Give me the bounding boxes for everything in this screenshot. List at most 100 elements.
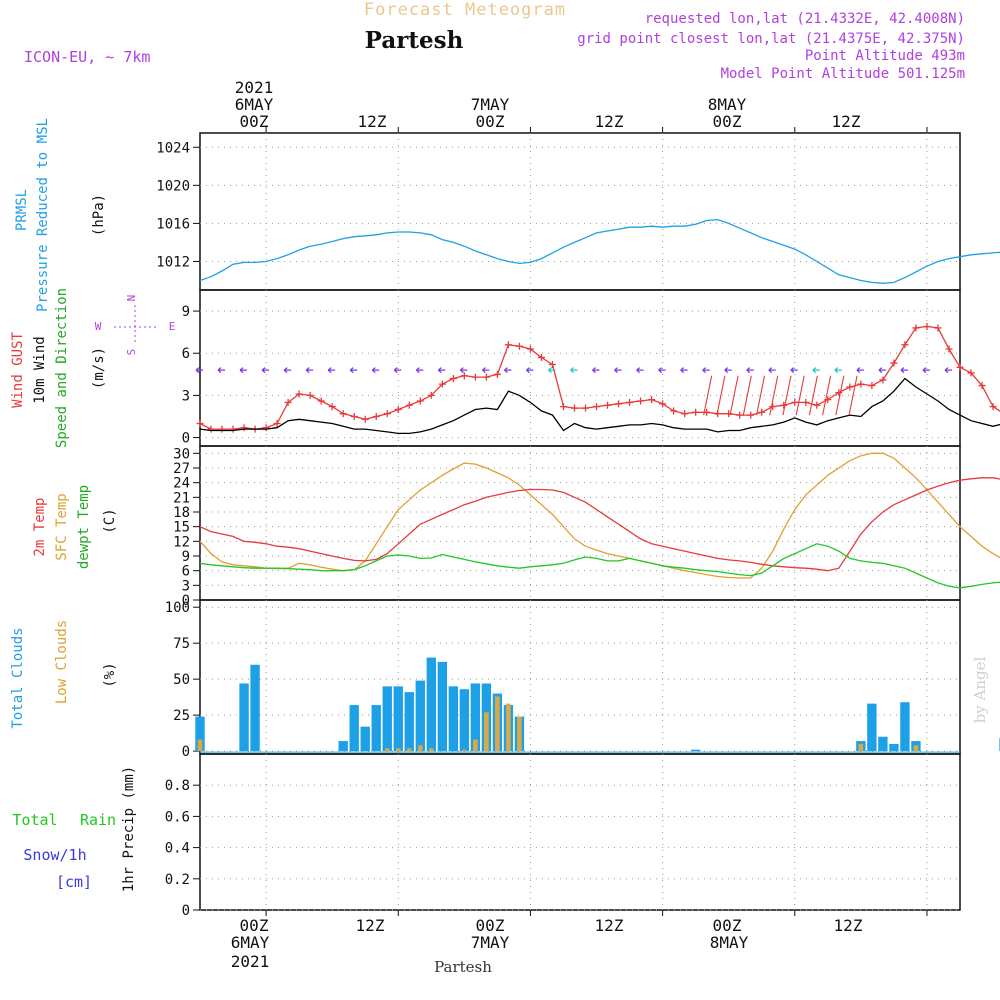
bottom-day-1: 6MAY bbox=[231, 933, 270, 952]
wind-vector bbox=[769, 375, 779, 416]
bottom-hour-4: 12Z bbox=[595, 916, 624, 935]
gust-label: Wind GUST bbox=[10, 332, 26, 408]
t2m-line bbox=[199, 477, 1000, 572]
total-rain-label: Total bbox=[12, 811, 57, 829]
wind-direction-arrow bbox=[922, 367, 930, 374]
y-tick-label: 9 bbox=[182, 549, 190, 565]
wind-vector bbox=[729, 375, 739, 416]
gust-marker bbox=[802, 398, 810, 406]
model-label: ICON-EU, ~ 7km bbox=[24, 48, 150, 66]
gust-marker bbox=[835, 389, 843, 397]
low-clouds-bar bbox=[506, 703, 511, 752]
snow-label: Snow/1h bbox=[23, 846, 86, 864]
gust-marker bbox=[504, 341, 512, 349]
y-tick-label: 21 bbox=[173, 490, 190, 506]
top-day-3: 8MAY bbox=[708, 95, 747, 114]
wind-direction-arrow bbox=[349, 367, 358, 374]
wind-direction-arrow bbox=[856, 367, 864, 374]
wind-direction-arrow bbox=[437, 367, 446, 374]
y-tick-label: 24 bbox=[173, 476, 190, 492]
gust-marker bbox=[923, 323, 931, 331]
wind-direction-arrow bbox=[570, 367, 578, 374]
gust-marker bbox=[780, 401, 788, 409]
compass-e: E bbox=[169, 320, 176, 333]
top-hour-2: 12Z bbox=[358, 112, 387, 131]
gust-marker bbox=[846, 383, 854, 391]
gust-marker bbox=[769, 403, 777, 411]
gust-marker bbox=[604, 401, 612, 409]
precip-unit: 1hr Precip (mm) bbox=[121, 766, 137, 892]
watermark: by Angel bbox=[971, 656, 989, 723]
gust-marker bbox=[394, 405, 402, 413]
gust-marker bbox=[659, 400, 667, 408]
y-tick-label: 1016 bbox=[156, 216, 190, 232]
y-tick-label: 3 bbox=[182, 388, 190, 404]
wind-label: 10m Wind bbox=[32, 336, 48, 403]
total-clouds-bar bbox=[470, 683, 481, 752]
gust-marker bbox=[736, 411, 744, 419]
gust-marker bbox=[229, 425, 237, 433]
top-day-1: 6MAY bbox=[235, 95, 274, 114]
y-tick-label: 0.4 bbox=[165, 841, 190, 857]
total-clouds-bar bbox=[239, 683, 249, 752]
compass-rose: N S W E bbox=[95, 295, 176, 356]
y-tick-label: 3 bbox=[182, 578, 190, 594]
pct-unit: (%) bbox=[102, 662, 118, 687]
wind-vector bbox=[742, 375, 752, 416]
low-clouds-bar bbox=[197, 739, 203, 752]
top-hour-4: 12Z bbox=[595, 112, 624, 131]
gust-marker bbox=[493, 370, 501, 378]
low-clouds-bar bbox=[517, 716, 522, 752]
y-tick-label: 0 bbox=[182, 744, 190, 760]
y-tick-label: 15 bbox=[173, 520, 190, 536]
wind-line bbox=[199, 377, 1000, 435]
gust-marker bbox=[747, 411, 755, 419]
panel-frame-4 bbox=[199, 753, 961, 911]
wind-direction-arrow bbox=[371, 367, 380, 374]
gust-marker bbox=[537, 353, 545, 361]
dewpt-label: dewpt Temp bbox=[76, 485, 92, 569]
gust-marker bbox=[317, 397, 325, 405]
compass-s: S bbox=[125, 349, 138, 356]
gust-marker bbox=[526, 345, 534, 353]
gust-marker bbox=[449, 375, 457, 383]
gust-line bbox=[199, 325, 1000, 430]
low-clouds-bar bbox=[417, 745, 423, 752]
wind-vector bbox=[755, 375, 766, 416]
y-tick-label: 6 bbox=[182, 564, 190, 580]
y-tick-label: 75 bbox=[173, 636, 190, 652]
y-tick-label: 0 bbox=[182, 903, 190, 919]
wind-direction-arrow bbox=[658, 367, 666, 374]
wind-vector bbox=[808, 375, 818, 416]
gust-marker bbox=[482, 373, 490, 381]
y-tick-label: 25 bbox=[173, 708, 190, 724]
y-tick-label: 0.6 bbox=[165, 809, 190, 825]
wind-direction-arrow bbox=[944, 367, 952, 374]
gust-marker bbox=[306, 391, 314, 399]
gust-marker bbox=[967, 369, 975, 377]
cm-label: [cm] bbox=[56, 873, 92, 891]
top-year: 2021 bbox=[235, 78, 274, 97]
bottom-hour-2: 12Z bbox=[356, 916, 385, 935]
sfc-label: SFC Temp bbox=[54, 493, 70, 560]
gust-marker bbox=[901, 341, 909, 349]
gust-marker bbox=[284, 398, 292, 406]
total-clouds-bar bbox=[426, 657, 436, 752]
pressure-label: Pressure Reduced to MSL bbox=[35, 118, 51, 312]
gust-marker bbox=[868, 382, 876, 390]
gust-marker bbox=[207, 425, 215, 433]
total-clouds-bar bbox=[889, 743, 899, 752]
total-clouds-bar bbox=[195, 716, 205, 752]
footer-location: Partesh bbox=[434, 958, 492, 976]
gust-marker bbox=[890, 359, 898, 367]
total-clouds-bar bbox=[250, 664, 260, 752]
wind-vector bbox=[795, 375, 805, 416]
panel-frame-3 bbox=[199, 599, 961, 755]
gust-marker bbox=[626, 398, 634, 406]
gust-marker bbox=[383, 410, 391, 418]
wind-direction-arrow bbox=[415, 367, 424, 374]
gust-marker bbox=[692, 408, 700, 416]
wind-direction-arrow bbox=[283, 367, 292, 374]
total-clouds-bar bbox=[404, 692, 414, 752]
